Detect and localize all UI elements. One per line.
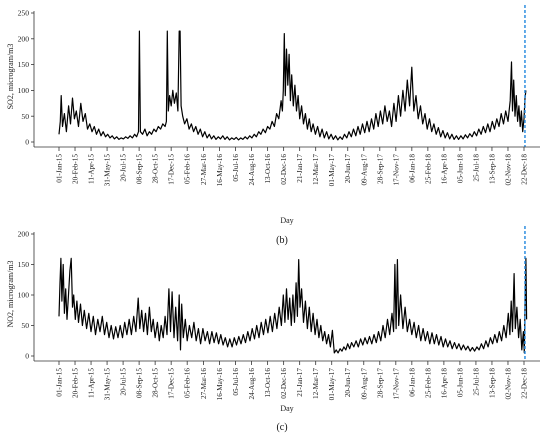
so2-panel-label: (b) [276,235,288,246]
no2-y-ticks: 0 50 100 150 200 [18,230,34,361]
x-tick-label: 06-Jan-18 [408,368,416,397]
x-tick-label: 25-Jul-18 [472,368,480,396]
so2-chart: SO2, microgram/m3 0 50 100 150 200 250 01-Jan… [6,5,540,246]
y-tick-label: 200 [18,34,30,43]
x-tick-label: 16-Apr-18 [440,154,448,185]
x-tick-label: 02-Nov-18 [504,154,512,186]
x-tick-label: 16-Apr-18 [440,368,448,399]
so2-series-line [58,30,527,141]
x-tick-label: 28-Sep-17 [376,368,384,398]
x-tick-label: 13-Oct-16 [264,368,272,398]
x-tick-label: 25-Jul-18 [472,154,480,182]
x-tick-label: 05-Jul-16 [232,368,240,396]
x-tick-label: 28-Oct-15 [152,154,160,184]
y-tick-label: 50 [21,112,29,121]
x-tick-label: 05-Jun-18 [456,154,464,184]
x-tick-label: 16-May-16 [216,368,224,401]
x-tick-label: 02-Nov-18 [504,368,512,400]
x-tick-label: 20-Jul-15 [120,154,128,182]
y-tick-label: 250 [18,9,30,18]
x-tick-label: 12-Mar-17 [312,368,320,399]
x-tick-label: 17-Dec-15 [168,368,176,399]
x-tick-label: 20-Feb-15 [72,368,80,398]
x-tick-label: 01-Jan-15 [56,368,64,397]
x-tick-label: 02-Dec-16 [280,368,288,399]
x-tick-label: 24-Aug-16 [248,154,256,186]
x-tick-label: 12-Mar-17 [312,154,320,185]
no2-ylabel-group: NO2, microgram/m3 [6,260,15,327]
x-tick-label: 01-May-17 [328,368,336,401]
x-tick-label: 27-Mar-16 [200,368,208,399]
x-tick-label: 05-Feb-16 [184,368,192,398]
x-tick-label: 06-Jan-18 [408,154,416,183]
x-tick-label: 20-Jun-17 [344,154,352,184]
y-tick-label: 150 [18,60,30,69]
no2-axes [33,232,540,362]
x-tick-label: 05-Feb-16 [184,154,192,184]
y-tick-label: 100 [18,86,30,95]
x-tick-label: 20-Jul-15 [120,368,128,396]
y-tick-label: 200 [18,230,30,239]
x-tick-label: 31-May-15 [104,154,112,187]
no2-chart: NO2, microgram/m3 0 50 100 150 200 01-Jan-15… [6,226,540,433]
no2-series-line [58,257,528,354]
x-tick-label: 01-Jan-15 [56,154,64,183]
y-tick-label: 0 [25,352,29,361]
x-tick-label: 05-Jun-18 [456,368,464,398]
x-tick-label: 20-Jun-17 [344,368,352,398]
no2-x-ticks: 01-Jan-15 20-Feb-15 11-Apr-15 31-May-15 20-J… [56,361,529,400]
x-tick-label: 01-May-17 [328,154,336,187]
x-tick-label: 13-Sep-18 [488,368,496,398]
x-tick-label: 22-Dec-18 [521,154,529,185]
no2-xlabel: Day [280,404,293,413]
x-tick-label: 02-Dec-16 [280,154,288,185]
x-tick-label: 22-Dec-18 [521,368,529,399]
x-tick-label: 31-May-15 [104,368,112,401]
x-tick-label: 28-Sep-17 [376,154,384,184]
x-tick-label: 21-Jan-17 [296,368,304,397]
x-tick-label: 09-Aug-17 [360,368,368,400]
no2-ylabel: NO2, microgram/m3 [6,260,15,327]
x-tick-label: 13-Sep-18 [488,154,496,184]
x-tick-label: 16-May-16 [216,154,224,187]
x-tick-label: 25-Feb-18 [424,154,432,184]
so2-ylabel-group: SO2, microgram/m3 [6,44,15,110]
x-tick-label: 11-Apr-15 [88,154,96,184]
x-tick-label: 17-Nov-17 [392,154,400,186]
so2-y-ticks: 0 50 100 150 200 250 [18,9,34,147]
y-tick-label: 0 [25,138,29,147]
x-tick-label: 17-Nov-17 [392,368,400,400]
x-tick-label: 08-Sep-15 [136,154,144,184]
so2-ylabel: SO2, microgram/m3 [6,44,15,110]
x-tick-label: 20-Feb-15 [72,154,80,184]
x-tick-label: 13-Oct-16 [264,154,272,184]
so2-x-ticks: 01-Jan-15 20-Feb-15 11-Apr-15 31-May-15 20-J… [56,147,529,186]
y-tick-label: 150 [18,260,30,269]
x-tick-label: 28-Oct-15 [152,368,160,398]
x-tick-label: 08-Sep-15 [136,368,144,398]
y-tick-label: 50 [21,321,29,330]
x-tick-label: 05-Jul-16 [232,154,240,182]
so2-axes [33,11,540,148]
x-tick-label: 11-Apr-15 [88,368,96,398]
y-tick-label: 100 [18,291,30,300]
x-tick-label: 25-Feb-18 [424,368,432,398]
x-tick-label: 17-Dec-15 [168,154,176,185]
x-tick-label: 24-Aug-16 [248,368,256,400]
x-tick-label: 09-Aug-17 [360,154,368,186]
x-tick-label: 27-Mar-16 [200,154,208,185]
x-tick-label: 21-Jan-17 [296,154,304,183]
no2-panel-label: (c) [276,422,287,433]
so2-xlabel: Day [280,216,293,225]
